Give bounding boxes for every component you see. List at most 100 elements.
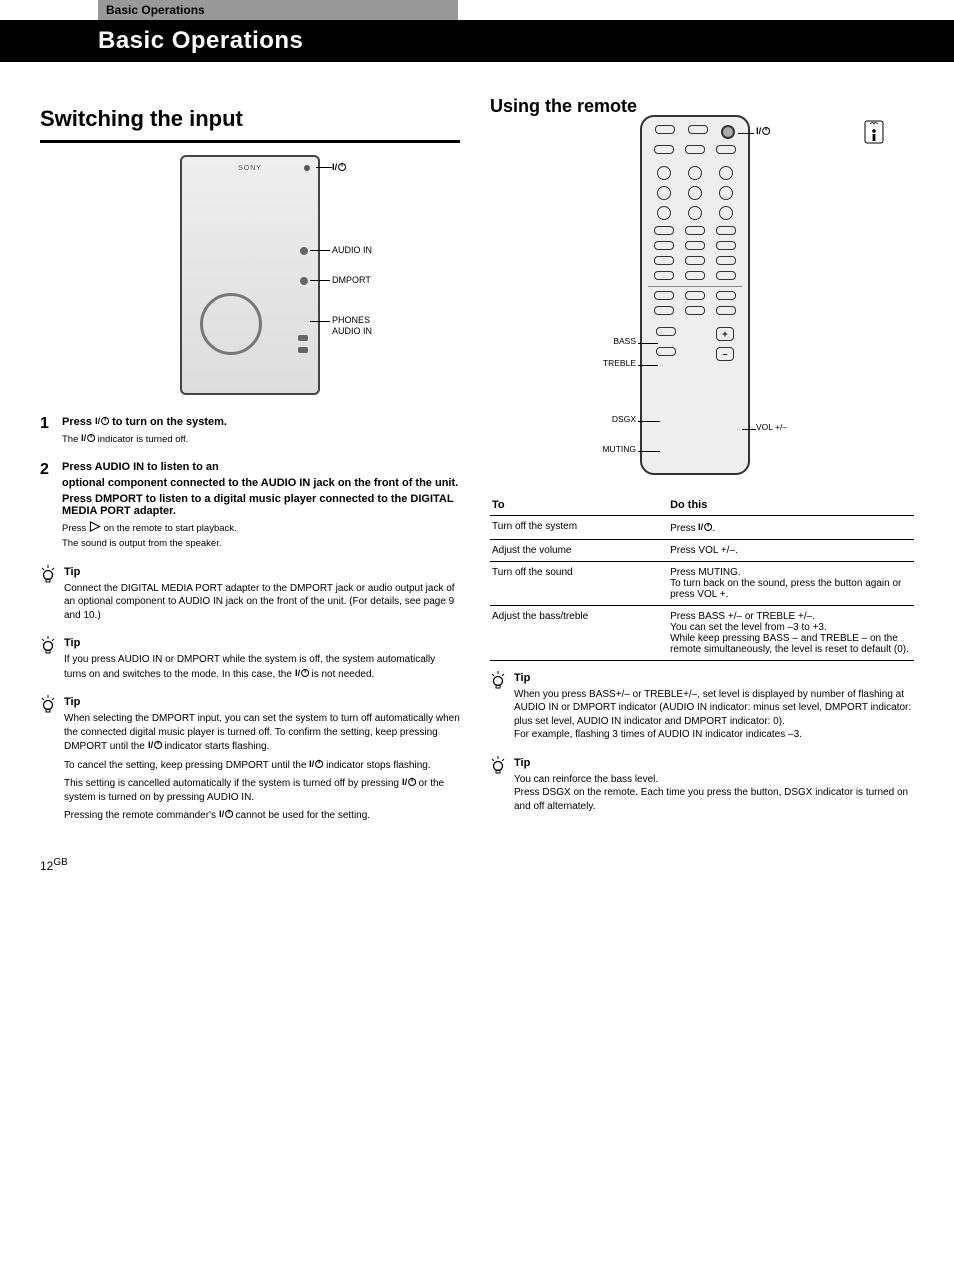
svg-text:I/: I/	[95, 416, 101, 426]
table-cell-do: Press VOL +/–.	[668, 540, 914, 562]
operations-table: To Do this Turn off the system Press I/.…	[490, 495, 914, 661]
power-icon: I/	[148, 739, 162, 751]
callout-dmport: DMPORT	[332, 275, 371, 286]
page-footer: 12GB	[40, 857, 914, 873]
table-cell-to: Turn off the sound	[490, 562, 668, 606]
power-icon: I/	[756, 125, 770, 137]
right-section-title: Using the remote	[490, 96, 914, 117]
right-tip1-body: When you press BASS+/– or TREBLE+/–, set…	[514, 688, 914, 742]
step2-title-line: Press AUDIO IN to listen to an	[62, 461, 460, 473]
step2-body2-pre: Press	[62, 523, 86, 534]
step2-body-line: Press on the remote to start playback.	[62, 521, 460, 534]
page-number-suffix: GB	[53, 857, 67, 868]
step2-body-line: Press DMPORT to listen to a digital musi…	[62, 493, 460, 517]
callout-line	[310, 280, 330, 281]
step2-body-line: The sound is output from the speaker.	[62, 538, 460, 549]
remote-figure: + – I/ BASS TREBLE DSGX MUTING VOL +/–	[520, 115, 820, 475]
device-volume-knob	[200, 293, 262, 355]
power-icon: I/	[95, 415, 109, 427]
callout-line	[310, 321, 330, 322]
table-row: Turn off the system Press I/.	[490, 516, 914, 540]
device-figure: SONY I/ AUDIO IN DMPORT	[120, 155, 380, 395]
left-column: Switching the input SONY I/ A	[40, 82, 460, 827]
callout-line	[738, 133, 754, 134]
svg-text:I/: I/	[148, 740, 154, 750]
tip-icon	[40, 636, 56, 685]
remote-callout-muting: MUTING	[602, 445, 636, 454]
tip-row: Tip If you press AUDIO IN or DMPORT whil…	[40, 636, 460, 685]
step2-title-line: optional component connected to the AUDI…	[62, 477, 460, 489]
svg-text:I/: I/	[81, 433, 87, 443]
callout-line	[310, 250, 330, 251]
device-audioin-port	[298, 347, 308, 353]
tip-label: Tip	[514, 671, 914, 686]
svg-text:I/: I/	[309, 759, 315, 769]
device-phones-port	[298, 335, 308, 341]
power-icon: I/	[698, 521, 712, 533]
tip-label: Tip	[64, 695, 460, 710]
tip3-l2-pre: To cancel the setting, keep pressing DMP…	[64, 760, 309, 771]
callout-phones-group: PHONES AUDIO IN	[332, 315, 372, 337]
table-header-do: Do this	[668, 495, 914, 516]
tip2-body: If you press AUDIO IN or DMPORT while th…	[64, 653, 460, 681]
callout-line	[742, 429, 756, 430]
tip-icon	[40, 565, 56, 626]
header-band: Basic Operations	[0, 20, 954, 62]
step1-body: The I/ indicator is turned off.	[62, 432, 460, 445]
row0-pre: Press	[670, 523, 698, 534]
svg-text:I/: I/	[295, 668, 301, 678]
remote-callout-dsgx: DSGX	[612, 415, 636, 424]
remote-callout-bass: BASS	[613, 337, 636, 346]
table-row: Adjust the bass/treble Press BASS +/– or…	[490, 606, 914, 661]
section-title: Switching the input	[40, 106, 460, 132]
step-2: 2 Press AUDIO IN to listen to an optiona…	[40, 461, 460, 553]
tip-icon	[490, 756, 506, 817]
right-column: Using the remote	[490, 82, 914, 827]
callout-audioin: AUDIO IN	[332, 245, 372, 256]
tip-row: Tip Connect the DIGITAL MEDIA PORT adapt…	[40, 565, 460, 626]
callout-line	[638, 365, 658, 366]
tip3-body-line: To cancel the setting, keep pressing DMP…	[64, 758, 460, 773]
table-row: Turn off the sound Press MUTING. To turn…	[490, 562, 914, 606]
step2-body2-post: on the remote to start playback.	[101, 523, 237, 534]
tip-icon	[40, 695, 56, 826]
device-brand: SONY	[182, 157, 318, 172]
remote-callout-vol: VOL +/–	[756, 423, 787, 432]
step1-title: Press I/ to turn on the system.	[62, 415, 460, 428]
power-icon: I/	[332, 161, 346, 173]
svg-text:I/: I/	[756, 126, 762, 136]
table-cell-do: Press I/.	[668, 516, 914, 540]
remote-callout-power: I/	[756, 125, 770, 137]
tip-label: Tip	[64, 565, 460, 580]
tip1-body: Connect the DIGITAL MEDIA PORT adapter t…	[64, 582, 460, 623]
step-number: 1	[40, 415, 62, 449]
callout-line	[638, 343, 658, 344]
power-icon: I/	[309, 758, 323, 770]
tip3-body-line: Pressing the remote commander's I/ canno…	[64, 808, 460, 823]
right-tip2-body: You can reinforce the bass level. Press …	[514, 773, 914, 814]
row0-post: .	[712, 523, 715, 534]
table-cell-do: Press BASS +/– or TREBLE +/–. You can se…	[668, 606, 914, 661]
tip3-body-line: This setting is cancelled automatically …	[64, 776, 460, 804]
svg-text:I/: I/	[698, 522, 704, 532]
callout-line	[638, 421, 660, 422]
section-rule	[40, 140, 460, 143]
play-icon	[89, 523, 101, 534]
callout-line	[316, 167, 332, 168]
tip-row: Tip When you press BASS+/– or TREBLE+/–,…	[490, 671, 914, 746]
tip-row: Tip When selecting the DMPORT input, you…	[40, 695, 460, 826]
device-image: SONY	[180, 155, 320, 395]
svg-text:I/: I/	[332, 162, 338, 172]
top-tab: Basic Operations	[98, 0, 458, 20]
table-cell-to: Adjust the volume	[490, 540, 668, 562]
step-1: 1 Press I/ to turn on the system. The I/…	[40, 415, 460, 449]
device-audioin-knob	[300, 247, 308, 255]
tip3-l4-post: cannot be used for the setting.	[233, 810, 370, 821]
device-dmport-knob	[300, 277, 308, 285]
callout-power-label: I/	[332, 161, 346, 174]
power-icon: I/	[295, 667, 309, 679]
tip-row: Tip You can reinforce the bass level. Pr…	[490, 756, 914, 817]
svg-text:I/: I/	[219, 809, 225, 819]
device-power-btn	[304, 165, 310, 171]
tip3-l2-post: indicator stops flashing.	[323, 760, 430, 771]
